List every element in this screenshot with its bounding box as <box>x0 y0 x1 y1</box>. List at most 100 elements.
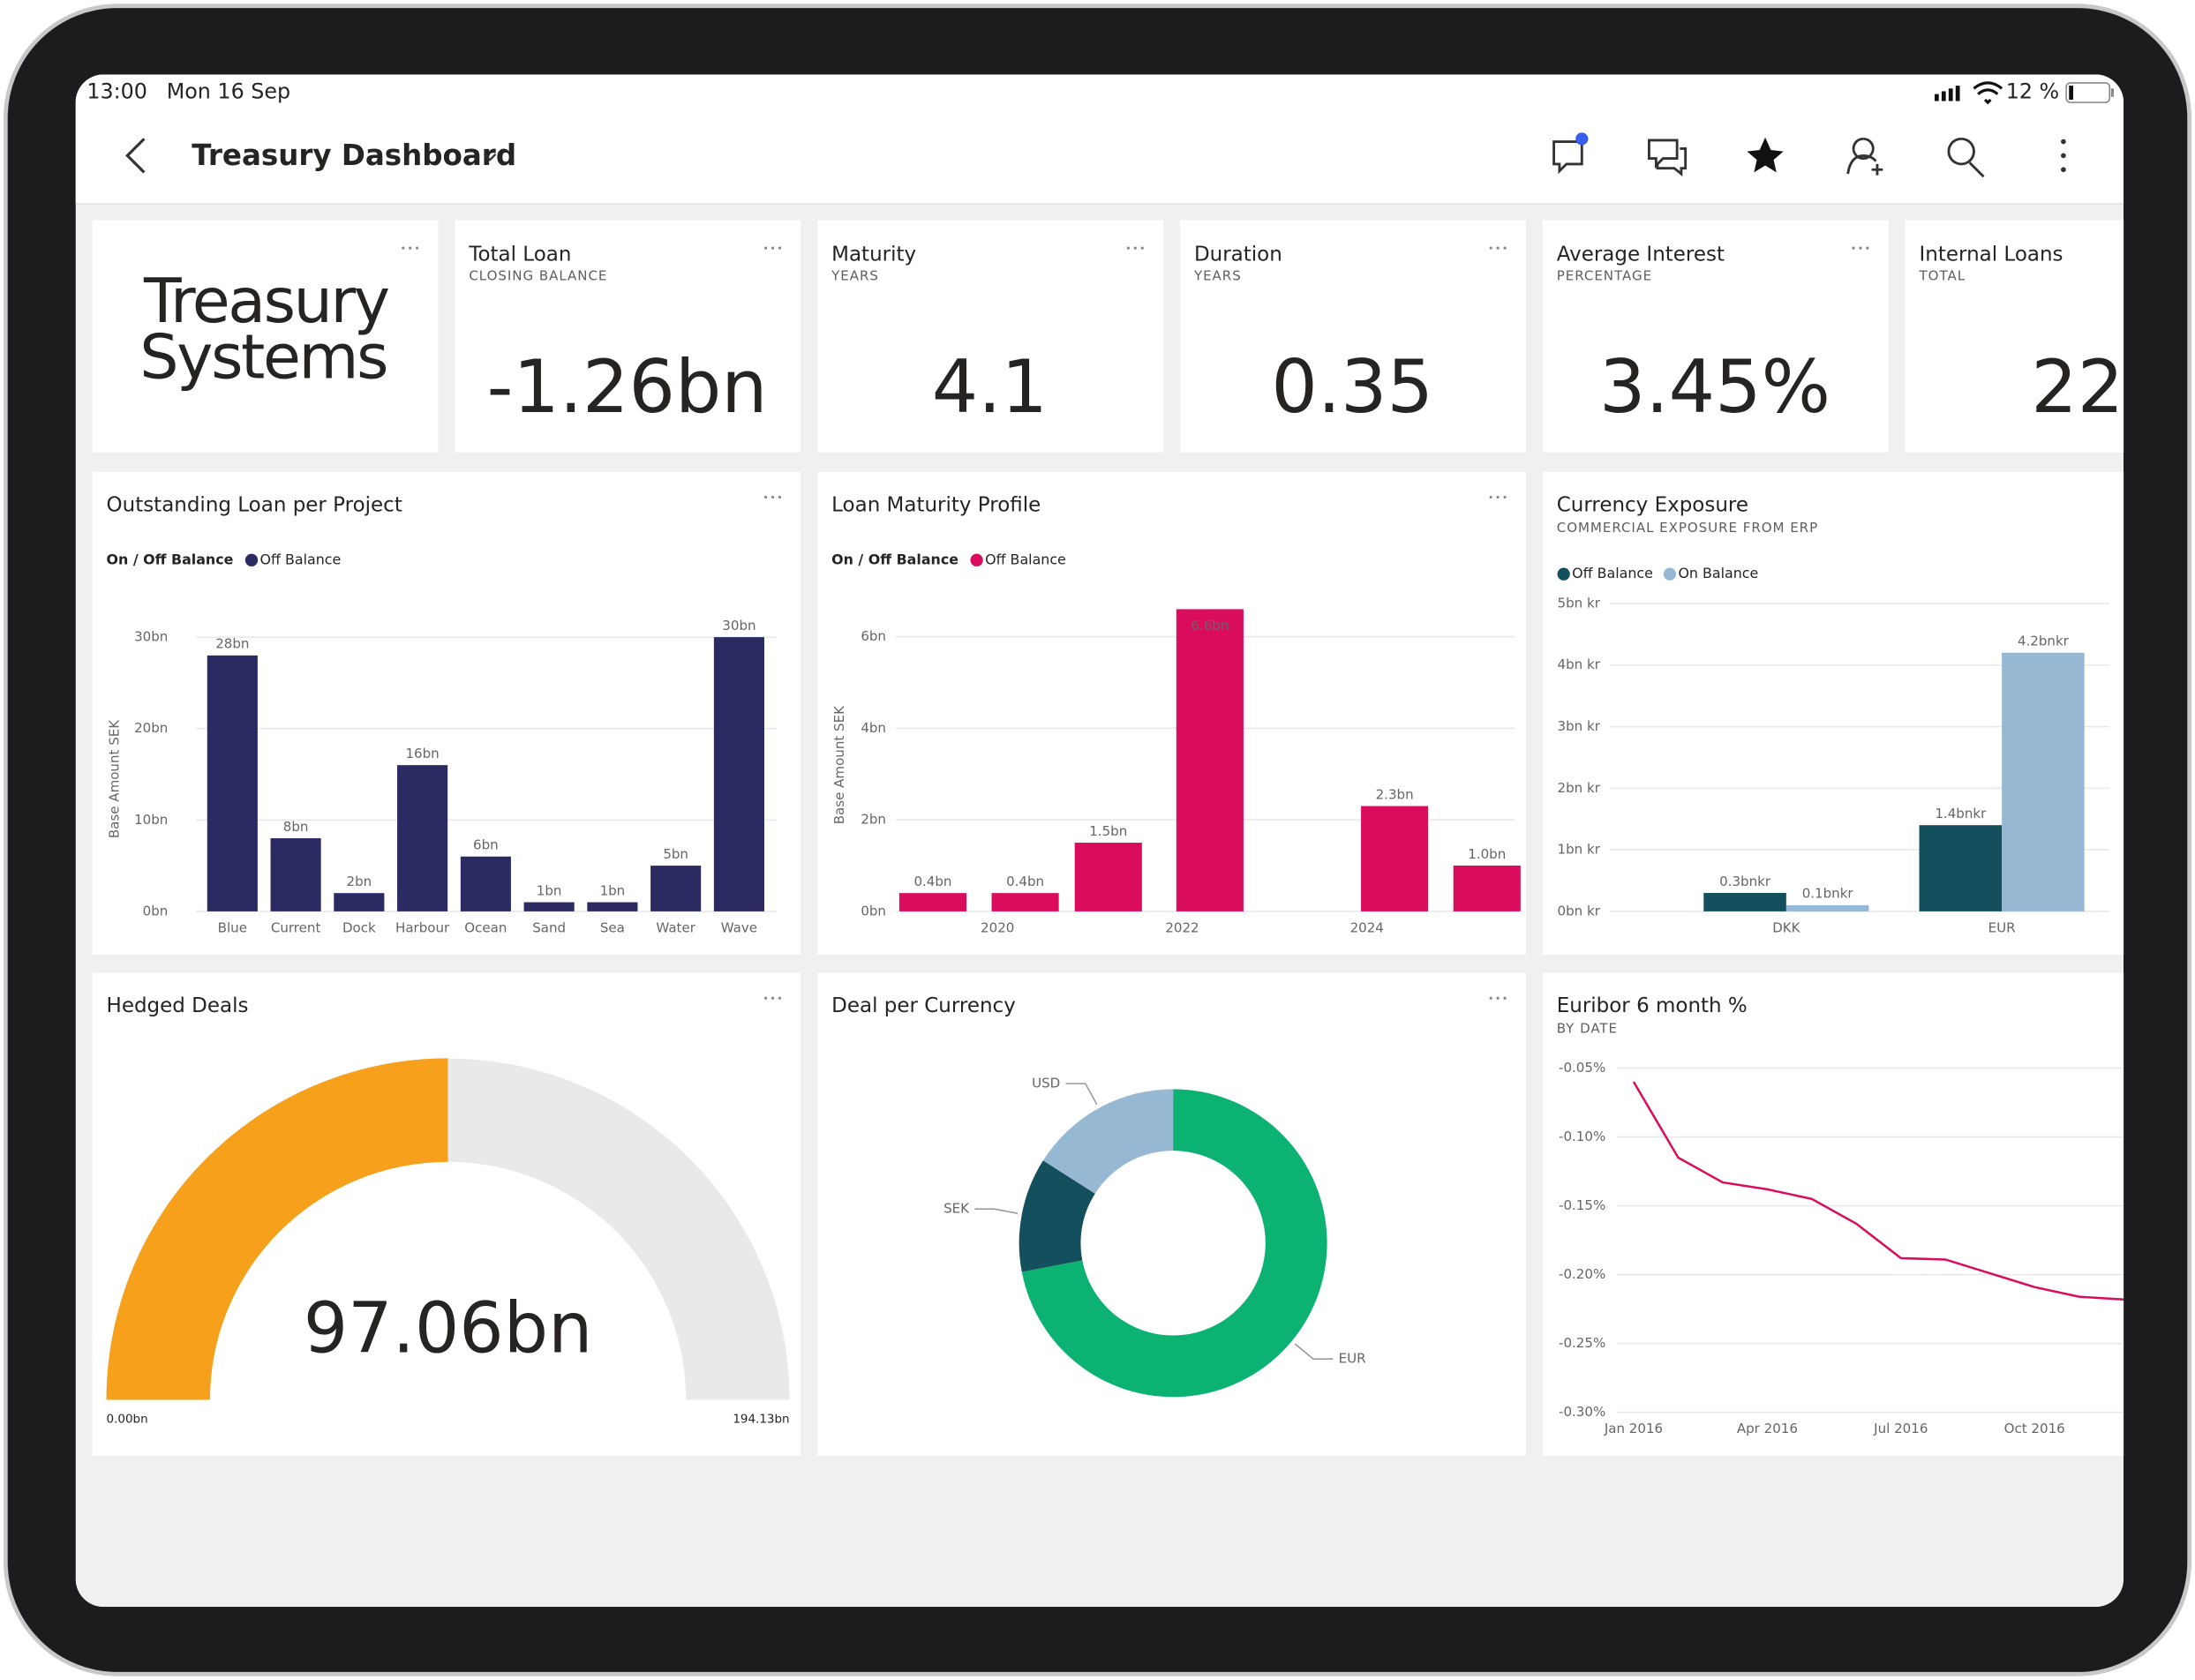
slice-label: SEK <box>943 1201 970 1217</box>
y-tick-label: 10bn <box>134 812 168 828</box>
chart-title: Currency Exposure <box>1557 493 1748 516</box>
back-button[interactable] <box>125 138 146 174</box>
x-tick-label: Ocean <box>464 919 507 935</box>
bar[interactable] <box>460 856 511 911</box>
bar[interactable] <box>1176 609 1244 911</box>
bar[interactable] <box>713 637 764 911</box>
logo-tile[interactable] <box>92 220 439 453</box>
bar[interactable] <box>1785 904 1869 911</box>
kpi-tile[interactable] <box>1905 220 2195 453</box>
line <box>1632 1081 2124 1301</box>
bar[interactable] <box>334 893 385 911</box>
menu-dot <box>1496 246 1500 250</box>
menu-dot <box>1503 246 1507 250</box>
comments-button[interactable] <box>1647 139 1688 176</box>
y-tick-label: -0.10% <box>1559 1129 1605 1144</box>
gauge-value[interactable] <box>106 1058 448 1400</box>
data-label: 28bn <box>215 636 249 652</box>
tile-menu[interactable] <box>1489 246 1507 250</box>
x-tick-label: Jan 2016 <box>1604 1421 1663 1436</box>
tile-menu[interactable] <box>764 246 782 250</box>
more-button[interactable] <box>2061 139 2066 173</box>
bar[interactable] <box>2002 652 2085 911</box>
bar[interactable] <box>523 902 575 911</box>
legend-title: On / Off Balance <box>831 551 958 567</box>
y-tick-label: 6bn <box>861 628 886 644</box>
kpi-value: -1.26bn <box>487 345 768 430</box>
bar[interactable] <box>650 866 702 911</box>
menu-dot <box>1852 246 1855 250</box>
bar[interactable] <box>397 765 448 911</box>
menu-dot <box>1503 495 1507 499</box>
bar[interactable] <box>1453 866 1521 911</box>
y-tick-label: 20bn <box>134 720 168 736</box>
share-button[interactable] <box>1846 137 1883 176</box>
y-tick-label: 3bn kr <box>1558 718 1601 734</box>
tile-menu[interactable] <box>1489 996 1507 1000</box>
bar[interactable] <box>1919 825 2003 911</box>
legend-marker <box>970 553 983 566</box>
legend-marker <box>1663 567 1677 581</box>
donut-slice[interactable] <box>1042 1089 1174 1194</box>
data-label: 1.0bn <box>1468 846 1506 862</box>
legend-label: Off Balance <box>985 551 1066 567</box>
menu-dot <box>1496 996 1500 1000</box>
y-tick-label: -0.05% <box>1559 1060 1605 1076</box>
gauge-value-label: 97.06bn <box>304 1286 593 1369</box>
dashboard-title[interactable]: Treasury Dashboard <box>192 139 516 172</box>
bar[interactable] <box>270 838 321 911</box>
bar[interactable] <box>587 902 638 911</box>
kpi-value: 3.45% <box>1599 345 1830 430</box>
kpi-tile[interactable] <box>455 220 801 453</box>
tile-menu[interactable] <box>1852 246 1869 250</box>
menu-dot <box>1489 246 1492 250</box>
notifications-button[interactable] <box>1552 132 1589 175</box>
bar[interactable] <box>207 655 258 911</box>
donut-slice[interactable] <box>1021 1089 1327 1398</box>
bar[interactable] <box>1703 892 1786 911</box>
x-tick-label: Oct 2016 <box>2004 1421 2065 1436</box>
y-tick-label: -0.30% <box>1559 1404 1605 1420</box>
leader-line <box>974 1208 1019 1214</box>
x-tick-label: Wave <box>721 919 757 935</box>
tile-menu[interactable] <box>764 495 782 499</box>
title-dropdown[interactable] <box>484 154 497 161</box>
legend-marker <box>244 553 259 566</box>
menu-dot <box>764 246 768 250</box>
data-label: 6.6bn <box>1191 618 1229 634</box>
x-tick-label: Water <box>656 919 695 935</box>
legend-marker <box>1557 567 1570 581</box>
kpi-tile[interactable] <box>1542 220 1889 453</box>
kpi-tile[interactable] <box>817 220 1164 453</box>
chart-tile[interactable] <box>1542 471 2195 956</box>
data-label: 0.4bn <box>1006 874 1044 889</box>
kpi-tile[interactable] <box>1180 220 1526 453</box>
tile-menu[interactable] <box>1126 246 1144 250</box>
bar[interactable] <box>1361 806 1429 911</box>
kpi-value: 0.35 <box>1271 345 1433 430</box>
kpi-title: Maturity <box>831 244 916 266</box>
logo-line: Systems <box>139 322 387 394</box>
menu-dot <box>1866 246 1869 250</box>
kpi-subtitle: CLOSING BALANCE <box>469 267 607 283</box>
data-label: 0.1bnkr <box>1802 886 1854 902</box>
tile-menu[interactable] <box>402 246 419 250</box>
favorite-button[interactable] <box>1747 137 1784 173</box>
bar[interactable] <box>898 893 967 911</box>
legend-label: Off Balance <box>1572 565 1653 581</box>
tile-menu[interactable] <box>764 996 782 1000</box>
menu-dot <box>1503 996 1507 1000</box>
data-label: 16bn <box>405 746 439 761</box>
chart-tile[interactable] <box>1542 972 2195 1456</box>
x-tick-label: DKK <box>1772 919 1800 935</box>
data-label: 8bn <box>283 819 309 835</box>
search-button[interactable] <box>1947 137 1985 178</box>
donut-slice[interactable] <box>1019 1160 1095 1272</box>
bar[interactable] <box>991 893 1059 911</box>
bar[interactable] <box>1074 843 1142 911</box>
menu-dot <box>771 495 775 499</box>
menu-dot <box>1489 996 1492 1000</box>
tile-menu[interactable] <box>1489 495 1507 499</box>
x-tick-label: Harbour <box>395 919 450 935</box>
